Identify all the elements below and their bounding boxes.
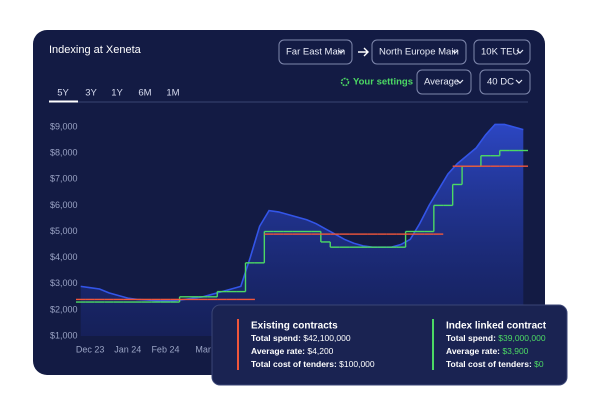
range-tab[interactable]: 5Y	[57, 88, 69, 99]
y-tick-label: $1,000	[50, 330, 78, 340]
x-tick-label: Jan 24	[114, 344, 141, 354]
metric-label: Average	[424, 77, 459, 88]
y-tick-label: $4,000	[50, 252, 78, 262]
area	[80, 124, 524, 336]
x-tick-label: Feb 24	[151, 344, 179, 354]
range-tab[interactable]: 1Y	[111, 88, 123, 99]
row-value: $0	[534, 359, 544, 369]
y-tick-label: $3,000	[50, 278, 78, 288]
chevron	[451, 49, 459, 54]
y-tick-label: $9,000	[50, 121, 78, 131]
red-marker	[237, 319, 239, 370]
chevron	[516, 49, 524, 54]
row-label: Total cost of tenders:	[446, 359, 532, 369]
y-tick-label: $7,000	[50, 174, 78, 184]
panel-row: Average rate: $3,900	[446, 346, 529, 356]
volume-dropdown[interactable]	[473, 39, 531, 65]
panel-row: Total cost of tenders: $100,000	[251, 359, 375, 369]
origin-dropdown[interactable]	[278, 39, 353, 65]
panel-row: Total cost of tenders: $0	[446, 359, 544, 369]
panel-row: Average rate: $4,200	[251, 346, 334, 356]
range-tab[interactable]: 6M	[138, 88, 151, 99]
settings-link[interactable]: Your settings	[353, 77, 413, 88]
arrow	[358, 47, 369, 57]
row-value: $4,200	[307, 346, 333, 356]
panel-heading: Existing contracts	[251, 321, 338, 332]
row-value: $39,000,000	[498, 333, 546, 343]
summary-panel: Existing contracts Total spend: $42,100,…	[211, 304, 568, 386]
row-value: $3,900	[502, 346, 528, 356]
origin-label: Far East Main	[286, 47, 345, 58]
y-tick-label: $2,000	[50, 304, 78, 314]
chevron	[337, 49, 345, 54]
card-title: Indexing at Xeneta	[49, 44, 142, 56]
row-label: Average rate:	[446, 346, 500, 356]
equipment-dropdown[interactable]	[479, 69, 531, 95]
y-tick-label: $8,000	[50, 148, 78, 158]
x-tick-label: Dec 23	[76, 344, 105, 354]
line	[80, 123, 524, 302]
y-tick-label: $6,000	[50, 200, 78, 210]
panel-row: Total spend: $42,100,000	[251, 333, 351, 343]
row-value: $42,100,000	[303, 333, 351, 343]
x-tick-label: Mar	[195, 344, 211, 354]
row-label: Average rate:	[251, 346, 305, 356]
chevron	[456, 79, 464, 84]
panel-bg	[211, 304, 568, 386]
tab-underline	[49, 100, 78, 103]
panel-row: Total spend: $39,000,000	[446, 333, 546, 343]
range-tab[interactable]: 1M	[166, 88, 179, 99]
destination-label: North Europe Main	[379, 47, 459, 58]
route-controls: Far East Main North Europe Main 10K TEU …	[278, 39, 531, 95]
metric-dropdown[interactable]	[416, 69, 472, 95]
row-label: Total cost of tenders:	[251, 359, 337, 369]
row-label: Total spend:	[251, 333, 301, 343]
volume-label: 10K TEU	[481, 47, 520, 58]
green-marker	[432, 319, 434, 370]
equipment-label: 40 DC	[487, 77, 514, 88]
destination-dropdown[interactable]	[371, 39, 467, 65]
row-label: Total spend:	[446, 333, 496, 343]
row-value: $100,000	[339, 359, 375, 369]
range-tab[interactable]: 3Y	[85, 88, 97, 99]
panel-heading: Index linked contract	[446, 321, 547, 332]
y-tick-label: $5,000	[50, 226, 78, 236]
gear-icon	[340, 77, 350, 87]
chevron	[515, 79, 523, 84]
